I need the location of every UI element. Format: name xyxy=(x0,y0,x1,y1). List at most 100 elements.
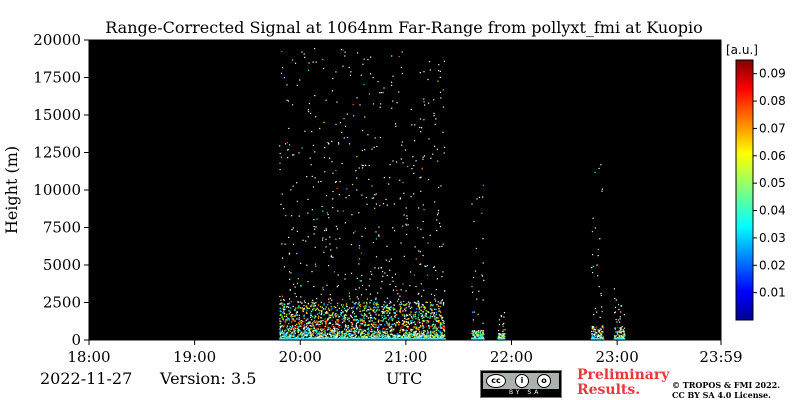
signal-speckle xyxy=(388,335,390,338)
signal-speckle xyxy=(390,306,392,308)
signal-speckle xyxy=(387,323,389,325)
signal-speckle xyxy=(310,332,312,334)
signal-speckle xyxy=(330,255,332,257)
signal-speckle xyxy=(287,157,289,159)
signal-speckle xyxy=(591,335,593,337)
signal-speckle xyxy=(434,318,436,320)
signal-speckle xyxy=(321,205,323,208)
signal-speckle xyxy=(403,333,405,336)
signal-speckle xyxy=(402,329,404,331)
signal-speckle xyxy=(420,176,422,178)
signal-speckle xyxy=(288,303,290,305)
signal-speckle xyxy=(328,265,330,267)
signal-speckle xyxy=(368,93,370,95)
signal-speckle xyxy=(329,334,332,336)
signal-speckle xyxy=(305,332,308,334)
signal-speckle xyxy=(422,333,424,335)
signal-speckle xyxy=(336,319,338,321)
signal-speckle xyxy=(306,322,309,324)
signal-speckle xyxy=(406,326,409,329)
signal-speckle xyxy=(481,212,483,214)
signal-speckle xyxy=(349,298,351,300)
signal-speckle xyxy=(359,326,361,328)
signal-speckle xyxy=(377,328,379,331)
y-tick-label: 0 xyxy=(71,331,81,349)
signal-speckle xyxy=(421,334,423,336)
signal-speckle xyxy=(360,313,362,315)
y-tick-label: 12500 xyxy=(33,144,81,162)
signal-speckle xyxy=(478,333,480,335)
signal-speckle xyxy=(472,332,475,334)
signal-speckle xyxy=(301,147,303,149)
signal-speckle xyxy=(438,335,440,337)
signal-speckle xyxy=(424,330,426,332)
preliminary-line2: Results. xyxy=(577,382,641,398)
signal-speckle xyxy=(363,316,365,318)
signal-speckle xyxy=(381,320,384,322)
signal-speckle xyxy=(414,311,416,314)
signal-speckle xyxy=(404,308,406,310)
signal-speckle xyxy=(399,305,401,308)
signal-speckle xyxy=(332,256,334,258)
signal-speckle xyxy=(366,310,368,312)
signal-speckle xyxy=(326,284,328,286)
signal-speckle xyxy=(305,305,307,307)
signal-speckle xyxy=(326,333,329,335)
signal-speckle xyxy=(362,165,364,167)
signal-speckle xyxy=(423,119,425,121)
signal-speckle xyxy=(299,330,301,332)
signal-speckle xyxy=(329,314,331,317)
signal-speckle xyxy=(337,319,340,321)
signal-speckle xyxy=(377,81,379,83)
signal-speckle xyxy=(382,312,384,314)
signal-speckle xyxy=(373,301,375,303)
signal-speckle xyxy=(290,315,292,318)
signal-speckle xyxy=(315,61,317,63)
signal-speckle xyxy=(482,262,484,264)
signal-speckle xyxy=(300,262,302,264)
signal-speckle xyxy=(430,333,432,336)
signal-speckle xyxy=(290,328,293,331)
signal-speckle xyxy=(307,307,309,309)
signal-speckle xyxy=(332,317,334,319)
signal-speckle xyxy=(599,332,601,334)
signal-speckle xyxy=(371,273,373,275)
signal-speckle xyxy=(422,220,424,223)
signal-speckle xyxy=(424,104,426,106)
signal-speckle xyxy=(403,300,405,302)
signal-speckle xyxy=(324,318,326,320)
signal-speckle xyxy=(292,327,294,329)
signal-speckle xyxy=(421,304,424,306)
signal-speckle xyxy=(320,328,322,330)
signal-speckle xyxy=(401,314,404,316)
signal-speckle xyxy=(353,303,355,305)
signal-speckle xyxy=(427,311,429,313)
signal-speckle xyxy=(620,334,622,337)
signal-speckle xyxy=(352,327,355,329)
signal-speckle xyxy=(288,336,290,338)
signal-speckle xyxy=(399,304,401,306)
signal-speckle xyxy=(417,305,419,307)
signal-speckle xyxy=(375,297,377,299)
signal-speckle xyxy=(326,311,328,313)
signal-speckle xyxy=(422,319,424,322)
signal-speckle xyxy=(504,338,506,340)
signal-speckle xyxy=(386,204,388,206)
signal-speckle xyxy=(393,336,395,338)
signal-speckle xyxy=(358,304,361,307)
signal-speckle xyxy=(441,276,443,278)
signal-speckle xyxy=(335,225,337,227)
signal-speckle xyxy=(439,331,441,333)
signal-speckle xyxy=(298,326,300,328)
signal-speckle xyxy=(300,307,302,309)
signal-speckle xyxy=(391,318,393,320)
signal-speckle xyxy=(374,194,376,196)
signal-speckle xyxy=(361,167,364,169)
signal-speckle xyxy=(418,331,421,333)
signal-speckle xyxy=(365,197,367,199)
signal-speckle xyxy=(286,325,289,327)
signal-speckle xyxy=(346,317,348,319)
signal-speckle xyxy=(441,299,443,301)
signal-speckle xyxy=(376,327,379,329)
signal-speckle xyxy=(371,320,373,322)
